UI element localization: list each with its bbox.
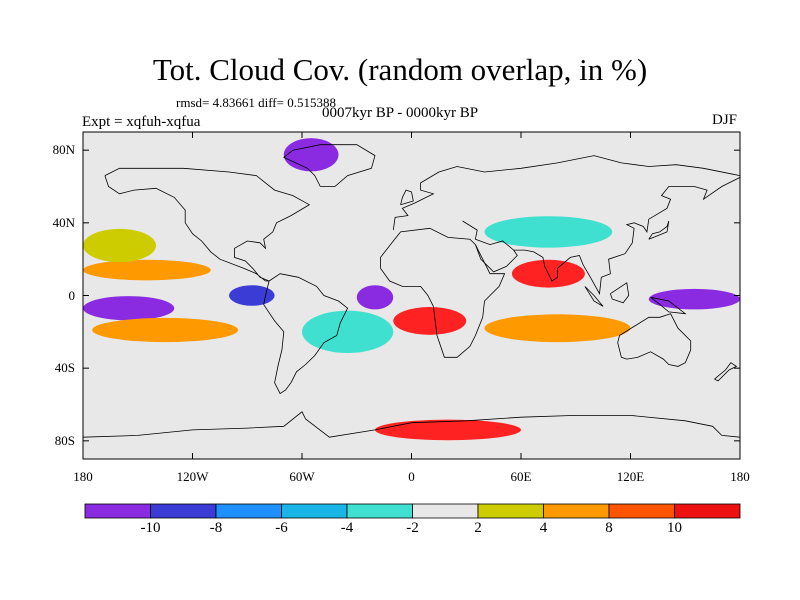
stats-line: rmsd= 4.83661 diff= 0.515388: [176, 95, 336, 110]
colorbar-box: [412, 503, 479, 519]
coastline: [283, 144, 376, 187]
north-pacific-warm-band: [83, 259, 211, 281]
x-tick-label: 0: [408, 469, 415, 484]
x-tick-label: 120W: [176, 469, 209, 484]
eastern-pacific-blue-patch: [229, 285, 275, 306]
colorbar-box: [477, 503, 544, 519]
coastline: [648, 220, 670, 240]
colorbar-label: -4: [340, 520, 354, 536]
coastline: [462, 220, 518, 273]
coastline: [83, 411, 740, 438]
equatorial-pacific-purple-band: [83, 296, 175, 321]
colorbar-box: [281, 503, 348, 519]
colorbar-box: [543, 503, 610, 519]
coastline: [513, 177, 740, 295]
colorbar-box: [150, 503, 217, 519]
coastline: [380, 227, 506, 358]
colorbar-label: -8: [209, 520, 223, 536]
x-tick-label: 120E: [616, 469, 645, 484]
colorbar-label: 8: [605, 520, 613, 536]
colorbar-box: [215, 503, 282, 519]
coastline: [617, 313, 692, 367]
x-tick-label: 180: [730, 469, 750, 484]
season-label: DJF: [712, 112, 738, 128]
coastline: [392, 155, 740, 231]
map-background: [83, 132, 740, 459]
africa-red-band: [393, 307, 467, 335]
north-pacific-yellow-band: [83, 228, 156, 263]
coastline: [263, 273, 349, 395]
colorbar-label: 2: [474, 520, 482, 536]
colorbar-label: -2: [406, 520, 419, 536]
south-atlantic-cyan-band: [302, 310, 394, 354]
chart-title: Tot. Cloud Cov. (random overlap, in %): [152, 52, 648, 87]
y-tick-label: 40N: [52, 214, 75, 230]
coastline: [584, 286, 604, 307]
colorbar-box: [346, 503, 413, 519]
colorbar-label: -6: [275, 520, 288, 536]
colorbar-label: 4: [539, 520, 548, 536]
coastline: [104, 167, 311, 282]
coastline: [610, 282, 630, 304]
north-india-cyan-band: [484, 216, 613, 248]
x-tick-label: 60W: [289, 469, 315, 484]
west-pacific-purple-band: [648, 288, 740, 310]
atlantic-purple-patch: [356, 285, 394, 310]
y-tick-label: 0: [68, 287, 76, 303]
colorbar-box: [608, 503, 675, 519]
experiment-label: Expt = xqfuh-xqfua: [82, 114, 201, 130]
y-tick-label: 80S: [54, 432, 75, 448]
x-tick-label: 180: [73, 469, 93, 484]
colorbar-box: [84, 503, 151, 519]
greenland-purple-patch: [283, 138, 339, 172]
coastline: [400, 189, 414, 206]
x-tick-label: 60E: [510, 469, 532, 484]
coastline: [650, 296, 687, 315]
colorbar-box: [674, 503, 741, 519]
colorbar-label: -10: [140, 520, 161, 536]
southern-ocean-red-spots: [375, 419, 521, 441]
y-tick-label: 80N: [52, 142, 75, 158]
south-pacific-orange-band: [92, 317, 239, 343]
period-label: 0007kyr BP - 0000kyr BP: [322, 105, 479, 121]
coastline: [714, 362, 738, 382]
colorbar-label: 10: [667, 520, 682, 536]
y-tick-label: 40S: [54, 360, 75, 376]
south-indian-orange-band: [484, 314, 631, 343]
